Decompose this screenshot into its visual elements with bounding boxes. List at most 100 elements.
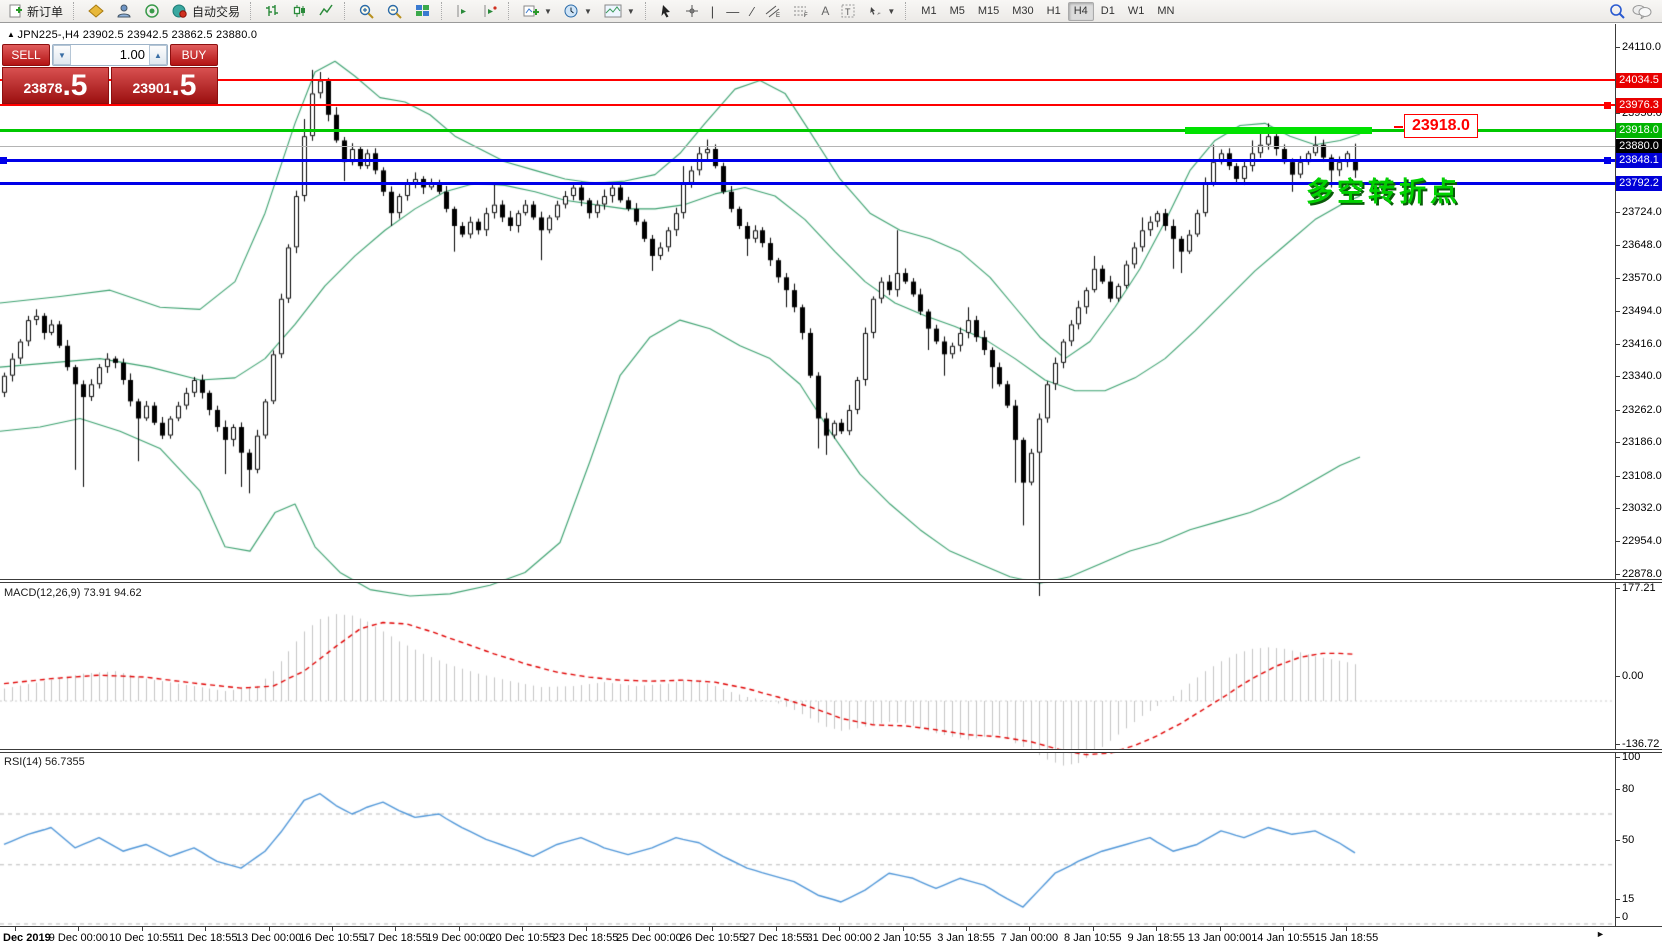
zoom-in-icon bbox=[359, 4, 375, 19]
line-handle[interactable] bbox=[1604, 157, 1611, 164]
horizontal-line-tool-button[interactable]: — bbox=[721, 1, 744, 21]
auto-scroll-button[interactable] bbox=[478, 1, 503, 21]
cursor-tool-button[interactable] bbox=[655, 1, 678, 21]
time-axis-label: 11 Dec 18:55 bbox=[172, 932, 238, 944]
chart-shift-button[interactable] bbox=[451, 1, 476, 21]
chart-gold-icon bbox=[88, 4, 104, 18]
pane-divider[interactable] bbox=[0, 749, 1662, 753]
timeframe-button-m1[interactable]: M1 bbox=[921, 4, 937, 17]
fibonacci-icon: F bbox=[793, 4, 809, 19]
trendline-tool-button[interactable]: ∕ bbox=[746, 1, 758, 21]
new-chart-button[interactable]: ▼ bbox=[518, 1, 557, 21]
time-axis-label: 10 Dec 10:55 bbox=[109, 932, 175, 944]
search-icon[interactable] bbox=[1609, 3, 1626, 19]
level-line-23918.0[interactable] bbox=[0, 129, 1615, 132]
dropdown-arrow-icon: ▼ bbox=[583, 6, 592, 16]
profile-button[interactable] bbox=[111, 1, 137, 21]
price-tag-23918[interactable]: 23918.0 bbox=[1404, 114, 1478, 138]
time-axis-label: 2 Jan 10:55 bbox=[873, 932, 932, 944]
time-axis-label: 16 Dec 10:55 bbox=[299, 932, 365, 944]
volume-up-button[interactable]: ▲ bbox=[149, 45, 167, 65]
time-axis-tickmark bbox=[269, 927, 270, 931]
rsi-axis-tick: 100 bbox=[1615, 751, 1640, 763]
auto-scroll-icon bbox=[483, 4, 498, 18]
timeframe-button-w1[interactable]: W1 bbox=[1127, 4, 1145, 17]
auto-trading-button[interactable]: 自动交易 bbox=[167, 1, 245, 21]
candle-chart-mode-button[interactable] bbox=[287, 1, 312, 21]
time-axis-border bbox=[0, 926, 1662, 927]
bar-chart-mode-button[interactable] bbox=[260, 1, 285, 21]
time-axis-label: 15 Jan 18:55 bbox=[1314, 932, 1379, 944]
time-axis-tickmark bbox=[586, 927, 587, 931]
separator bbox=[905, 2, 910, 20]
text-tool-button[interactable]: A bbox=[816, 1, 834, 21]
level-line-23976.3[interactable] bbox=[0, 104, 1615, 106]
market-watch-button[interactable] bbox=[139, 1, 165, 21]
price-axis-tick: 23340.0 bbox=[1615, 370, 1662, 382]
channel-tool-button[interactable]: E bbox=[760, 1, 786, 21]
timeframe-button-mn[interactable]: MN bbox=[1157, 4, 1175, 17]
line-handle[interactable] bbox=[0, 157, 7, 164]
line-chart-mode-button[interactable] bbox=[314, 1, 339, 21]
templates-button[interactable]: ▼ bbox=[599, 1, 640, 21]
periods-button[interactable]: ▼ bbox=[559, 1, 597, 21]
annotation-cn-note[interactable]: 多空转折点 bbox=[1306, 177, 1461, 207]
tile-windows-button[interactable] bbox=[410, 1, 436, 21]
timeframe-button-h4[interactable]: H4 bbox=[1067, 1, 1094, 21]
line-chart-icon bbox=[319, 4, 334, 18]
price-axis-tick: 23494.0 bbox=[1615, 305, 1662, 317]
level-line-23848.1[interactable] bbox=[0, 159, 1615, 162]
symbol-header[interactable]: ▲ JPN225-,H4 23902.5 23942.5 23862.5 238… bbox=[7, 29, 257, 41]
time-axis-label: 20 Dec 10:55 bbox=[489, 932, 555, 944]
level-line-24034.5[interactable] bbox=[0, 79, 1615, 81]
price-axis-tick: 23108.0 bbox=[1615, 470, 1662, 482]
level-line-23880.0[interactable] bbox=[0, 146, 1615, 147]
text-label-icon: T bbox=[841, 4, 856, 18]
price-tag-dash bbox=[1394, 126, 1403, 128]
crosshair-tool-button[interactable] bbox=[680, 1, 704, 21]
fibonacci-tool-button[interactable]: F bbox=[788, 1, 814, 21]
time-axis-label: 31 Dec 00:00 bbox=[806, 932, 872, 944]
time-axis-label: 13 Dec 00:00 bbox=[235, 932, 302, 944]
timeframe-button-d1[interactable]: D1 bbox=[1100, 4, 1115, 17]
person-icon bbox=[116, 4, 132, 18]
macd-axis-tick: 177.21 bbox=[1615, 582, 1656, 594]
time-axis-label: 7 Jan 00:00 bbox=[1000, 932, 1059, 944]
charts-button[interactable] bbox=[83, 1, 109, 21]
toolbar: 新订单 自动交易 bbox=[0, 0, 1662, 23]
text-label-tool-button[interactable]: T bbox=[836, 1, 861, 21]
sell-price-box[interactable]: 23878.5 bbox=[2, 67, 109, 104]
time-axis-tickmark bbox=[839, 927, 840, 931]
svg-text:E: E bbox=[776, 13, 780, 18]
volume-down-button[interactable]: ▼ bbox=[53, 45, 71, 65]
level-line-23792.2[interactable] bbox=[0, 182, 1615, 185]
sell-price-main: 23878 bbox=[23, 80, 63, 96]
auto-trading-label: 自动交易 bbox=[192, 4, 241, 19]
price-axis-tick: 24110.0 bbox=[1615, 41, 1661, 53]
volume-value[interactable]: 1.00 bbox=[119, 47, 145, 62]
separator bbox=[441, 2, 446, 20]
pane-divider[interactable] bbox=[0, 579, 1662, 583]
chat-icon[interactable] bbox=[1632, 4, 1652, 21]
timeframe-button-h1[interactable]: H1 bbox=[1046, 4, 1061, 17]
line-handle[interactable] bbox=[1604, 102, 1611, 109]
time-axis-label: 23 Dec 18:55 bbox=[552, 932, 619, 944]
buy-price-box[interactable]: 23901.5 bbox=[111, 67, 218, 104]
trend-segment[interactable] bbox=[1185, 127, 1372, 134]
price-chart-canvas[interactable] bbox=[0, 24, 1662, 947]
sell-button[interactable]: SELL bbox=[2, 44, 50, 66]
buy-button[interactable]: BUY bbox=[170, 44, 218, 66]
arrows-tool-button[interactable]: ▼ bbox=[863, 1, 900, 21]
new-order-button[interactable]: 新订单 bbox=[4, 1, 68, 21]
zoom-in-button[interactable] bbox=[354, 1, 380, 21]
zoom-out-button[interactable] bbox=[382, 1, 408, 21]
vertical-line-tool-button[interactable]: | bbox=[706, 1, 719, 21]
timeframe-button-m30[interactable]: M30 bbox=[1012, 4, 1034, 17]
chart-window bbox=[0, 24, 1662, 947]
new-order-label: 新订单 bbox=[27, 4, 64, 19]
timeframe-button-m5[interactable]: M5 bbox=[949, 4, 965, 17]
text-icon: A bbox=[821, 4, 830, 18]
timeframe-button-m15[interactable]: M15 bbox=[977, 4, 1000, 17]
macd-axis-tick: -136.72 bbox=[1615, 738, 1659, 750]
